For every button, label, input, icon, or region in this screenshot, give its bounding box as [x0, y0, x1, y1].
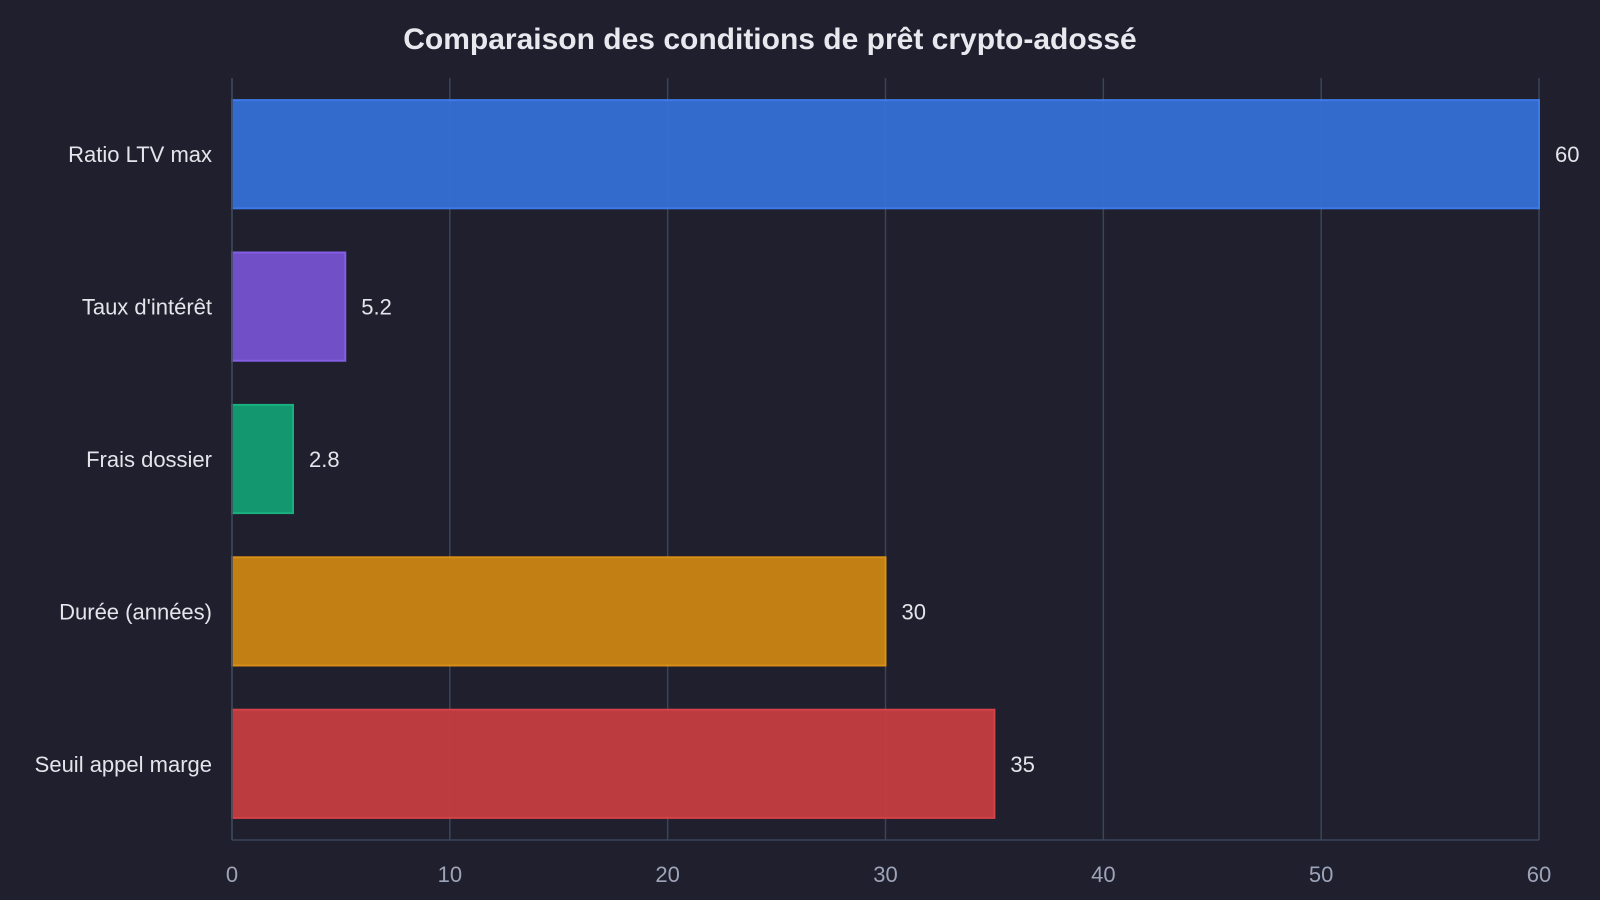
x-tick-label: 10	[438, 862, 462, 887]
bar	[231, 99, 1540, 210]
bars-layer	[231, 99, 1540, 819]
x-tick-label: 60	[1527, 862, 1551, 887]
x-tick-label: 40	[1091, 862, 1115, 887]
category-label: Frais dossier	[86, 447, 212, 472]
bar	[231, 251, 347, 362]
bar	[231, 708, 996, 819]
bar	[231, 556, 887, 667]
labels-layer: Ratio LTV max 60 Taux d'intérêt 5.2 Frais do…	[35, 142, 1580, 777]
category-label: Seuil appel marge	[35, 752, 212, 777]
x-tick-label: 20	[655, 862, 679, 887]
value-label: 5.2	[361, 295, 392, 320]
value-label: 60	[1555, 142, 1579, 167]
category-label: Ratio LTV max	[68, 142, 212, 167]
category-label: Durée (années)	[59, 599, 212, 624]
x-tick-label: 50	[1309, 862, 1333, 887]
bar	[231, 403, 294, 515]
value-label: 30	[902, 599, 926, 624]
x-tick-label: 30	[873, 862, 897, 887]
x-axis: 0 10 20 30 40 50 60	[226, 78, 1551, 887]
value-label: 35	[1010, 752, 1034, 777]
category-label: Taux d'intérêt	[82, 295, 212, 320]
x-tick-label: 0	[226, 862, 238, 887]
chart-title: Comparaison des conditions de prêt crypt…	[403, 23, 1136, 56]
value-label: 2.8	[309, 447, 340, 472]
